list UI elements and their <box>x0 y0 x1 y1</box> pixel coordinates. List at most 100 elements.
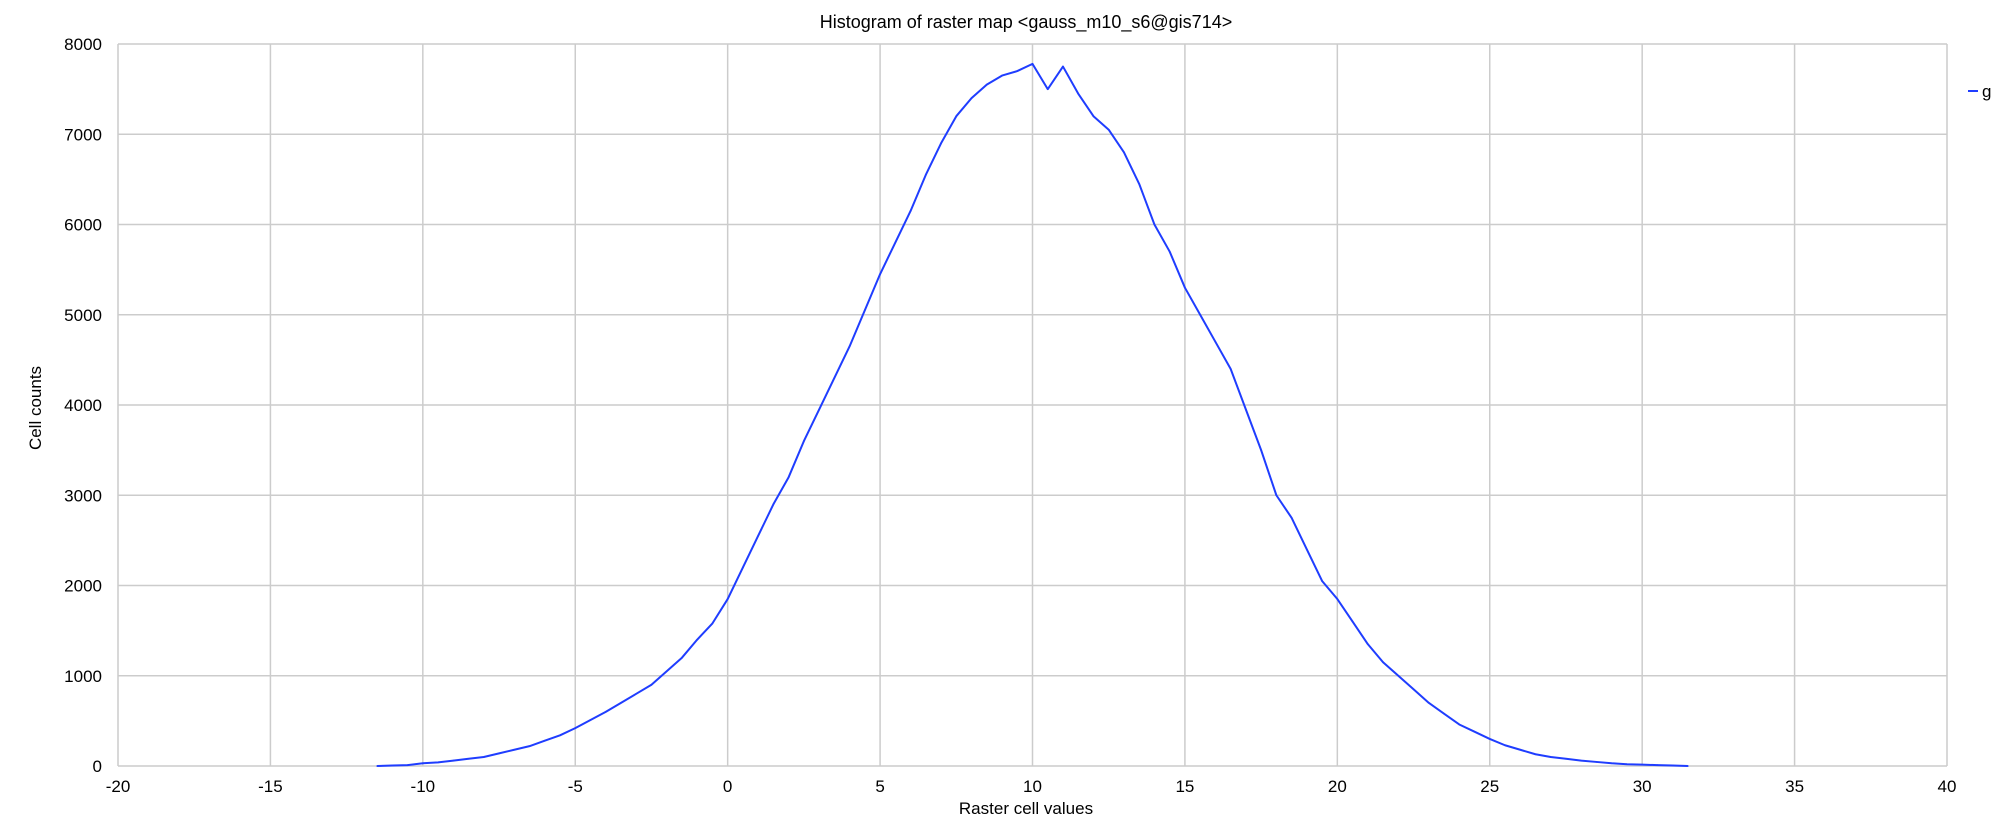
data-point <box>1275 494 1278 497</box>
data-point <box>543 739 546 742</box>
data-point <box>559 734 561 737</box>
data-point <box>422 762 424 765</box>
x-tick-label: 20 <box>1328 777 1347 796</box>
data-point <box>1397 674 1400 677</box>
grid-lines <box>117 43 1948 767</box>
data-point <box>1260 449 1262 451</box>
y-axis-label: Cell counts <box>26 366 45 450</box>
legend: g <box>1968 82 1991 101</box>
data-point <box>1092 115 1095 117</box>
data-point <box>696 638 698 641</box>
data-point <box>879 273 881 275</box>
x-tick-label: -20 <box>106 777 131 796</box>
data-point <box>1580 759 1582 762</box>
data-point <box>711 622 714 625</box>
data-point <box>1443 712 1445 715</box>
legend-label: g <box>1982 82 1991 101</box>
data-point <box>848 345 851 348</box>
x-tick-label: 30 <box>1633 777 1652 796</box>
data-point <box>604 711 607 713</box>
data-point <box>1107 128 1110 131</box>
x-tick-label: -15 <box>258 777 283 796</box>
data-point <box>1595 761 1598 763</box>
data-point <box>1565 757 1567 760</box>
data-point <box>1046 88 1049 90</box>
data-point <box>1031 63 1034 65</box>
data-point <box>1321 580 1323 582</box>
data-point <box>513 748 516 751</box>
data-point <box>1641 763 1643 766</box>
data-point <box>1610 762 1613 765</box>
y-tick-label: 5000 <box>64 306 102 325</box>
data-point <box>1016 70 1019 72</box>
data-point <box>1245 408 1247 411</box>
data-point <box>1001 74 1003 77</box>
y-tick-label: 6000 <box>64 216 102 235</box>
y-tick-label: 2000 <box>64 577 102 596</box>
data-point <box>742 566 744 569</box>
data-point <box>1367 643 1369 645</box>
y-tick-label: 0 <box>93 757 102 776</box>
chart-title: Histogram of raster map <gauss_m10_s6@gi… <box>820 12 1232 33</box>
x-tick-label: 0 <box>723 777 732 796</box>
data-point <box>1504 744 1506 747</box>
data-point <box>1138 183 1140 185</box>
y-tick-label: 7000 <box>64 125 102 144</box>
data-point <box>1123 151 1125 154</box>
data-point <box>1687 765 1689 767</box>
data-point <box>1519 748 1522 751</box>
x-axis-label: Raster cell values <box>959 799 1093 818</box>
x-tick-label: 40 <box>1938 777 1957 796</box>
x-tick-label: 10 <box>1023 777 1042 796</box>
data-point <box>1382 661 1384 664</box>
x-tick-label: 15 <box>1175 777 1194 796</box>
x-tick-label: 35 <box>1785 777 1804 796</box>
data-point <box>1656 764 1659 766</box>
data-point <box>483 756 485 758</box>
data-point <box>1671 764 1674 767</box>
data-point <box>1549 756 1552 758</box>
x-tick-label: -10 <box>411 777 436 796</box>
tick-labels: -20 -15 -10 -5 0 5 10 15 20 25 30 35 40 0 1000 2000 3000… <box>64 35 1956 796</box>
data-point <box>681 656 683 659</box>
data-point <box>1153 223 1156 226</box>
data-point <box>787 476 790 479</box>
data-point <box>985 83 988 86</box>
data-point <box>1062 65 1064 68</box>
data-point <box>1184 286 1186 289</box>
data-point <box>620 702 622 704</box>
data-point <box>1077 92 1080 95</box>
x-tick-label: -5 <box>568 777 583 796</box>
data-point <box>498 752 500 755</box>
data-point <box>589 719 592 721</box>
data-point <box>528 745 531 747</box>
x-tick-label: 25 <box>1480 777 1499 796</box>
data-point <box>970 97 973 99</box>
data-point <box>1626 763 1628 765</box>
data-point <box>1458 723 1461 726</box>
data-point <box>925 174 927 176</box>
series-layer <box>376 62 1689 767</box>
data-point <box>772 503 775 506</box>
data-point <box>1427 702 1430 704</box>
data-point <box>1412 688 1415 691</box>
data-point <box>1534 753 1537 756</box>
data-point <box>833 377 836 379</box>
data-point <box>726 598 729 600</box>
data-point <box>1473 730 1476 733</box>
x-tick-label: 5 <box>875 777 884 796</box>
data-point <box>803 440 805 442</box>
data-point <box>1351 620 1354 623</box>
data-point <box>894 241 897 244</box>
data-point <box>1290 517 1293 519</box>
data-point <box>1168 250 1171 253</box>
data-point <box>406 764 409 766</box>
data-point <box>376 765 378 767</box>
data-point <box>437 761 439 764</box>
y-tick-label: 1000 <box>64 667 102 686</box>
data-point <box>467 757 470 760</box>
data-point <box>1306 548 1308 551</box>
